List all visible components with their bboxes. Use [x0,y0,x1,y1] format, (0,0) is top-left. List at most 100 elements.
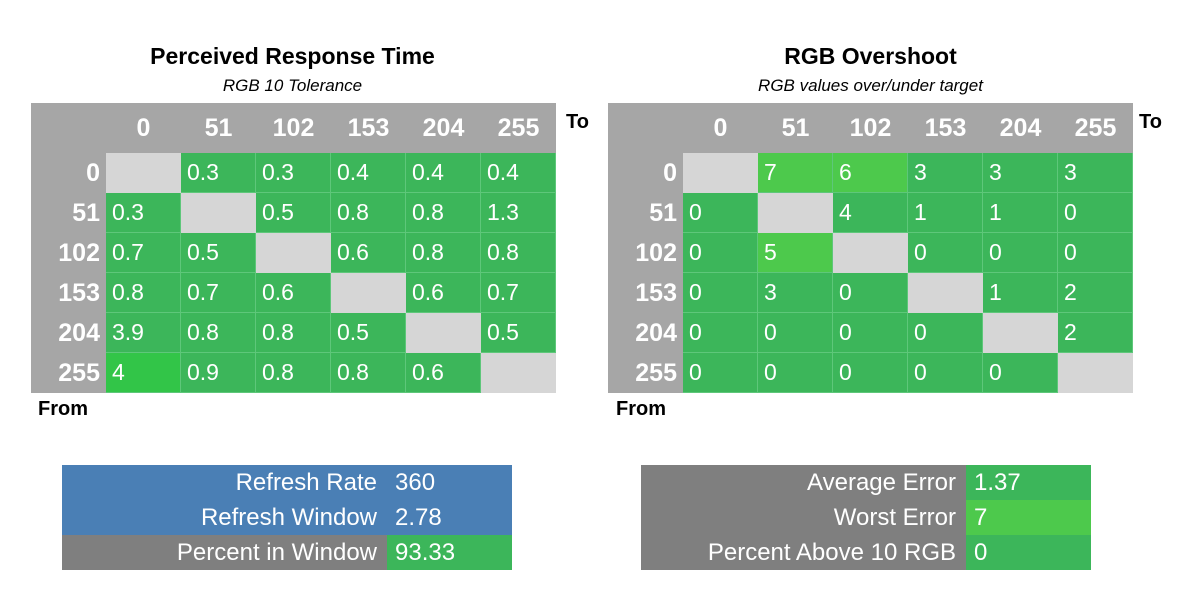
stat-value: 360 [387,465,512,500]
table-cell: 0 [683,353,758,393]
to-label: To [566,111,589,133]
overshoot-subtitle: RGB values over/under target [758,76,983,95]
row-header: 102 [608,233,683,273]
column-header: 0 [106,103,181,153]
diagonal-cell [683,153,758,193]
table-cell: 0.6 [256,273,331,313]
table-cell: 0.8 [331,353,406,393]
table-cell: 0 [908,313,983,353]
table-cell: 0.3 [181,153,256,193]
stat-label: Refresh Window [62,500,387,535]
table-cell: 0 [908,353,983,393]
row-header: 51 [608,193,683,233]
table-cell: 0 [833,353,908,393]
table-cell: 0.5 [256,193,331,233]
column-header: 102 [256,103,331,153]
table-cell: 1 [908,193,983,233]
column-header: 0 [683,103,758,153]
stat-label: Average Error [641,465,966,500]
table-cell: 6 [833,153,908,193]
table-cell: 0 [833,313,908,353]
table-cell: 0.8 [406,193,481,233]
overshoot-stats: Average Error 1.37 Worst Error 7 Percent Abo… [641,465,1091,570]
stat-label: Percent in Window [62,535,387,570]
table-cell: 0.5 [181,233,256,273]
table-cell: 3 [983,153,1058,193]
diagonal-cell [256,233,331,273]
to-label: To [1139,111,1162,133]
row-header: 255 [31,353,106,393]
table-cell: 0 [833,273,908,313]
diagonal-cell [758,193,833,233]
table-cell: 0.8 [106,273,181,313]
row-header: 204 [608,313,683,353]
table-cell: 1.3 [481,193,556,233]
table-cell: 7 [758,153,833,193]
diagonal-cell [833,233,908,273]
stat-value: 0 [966,535,1091,570]
table-cell: 0.3 [256,153,331,193]
row-header: 255 [608,353,683,393]
table-cell: 0 [758,313,833,353]
table-cell: 0.3 [106,193,181,233]
diagonal-cell [908,273,983,313]
response-time-stats: Refresh Rate 360 Refresh Window 2.78 Percent… [62,465,512,570]
table-cell: 0 [1058,193,1133,233]
column-header: 51 [758,103,833,153]
table-cell: 3 [1058,153,1133,193]
table-cell: 0.8 [481,233,556,273]
table-cell: 0.8 [331,193,406,233]
response-time-subtitle: RGB 10 Tolerance [222,76,363,95]
row-header: 153 [31,273,106,313]
from-label: From [38,398,88,420]
table-cell: 0.6 [406,273,481,313]
diagonal-cell [406,313,481,353]
table-cell: 2 [1058,273,1133,313]
diagonal-cell [106,153,181,193]
table-cell: 0.6 [331,233,406,273]
table-cell: 4 [106,353,181,393]
row-header: 204 [31,313,106,353]
stat-value: 1.37 [966,465,1091,500]
diagonal-cell [481,353,556,393]
row-header: 0 [608,153,683,193]
table-cell: 0.8 [181,313,256,353]
table-cell: 0.8 [406,233,481,273]
overshoot-table: 0 51 102 153 204 255 0 7 6 3 3 3 51 0 4 1 1 0 102 0 5 0 0 0 153 0… [608,103,1133,393]
column-header: 51 [181,103,256,153]
diagonal-cell [331,273,406,313]
table-cell: 0.5 [481,313,556,353]
table-cell: 0.4 [481,153,556,193]
table-cell: 0 [683,193,758,233]
table-cell: 3 [908,153,983,193]
header-corner [31,103,106,153]
row-header: 102 [31,233,106,273]
column-header: 255 [1058,103,1133,153]
column-header: 102 [833,103,908,153]
stat-label: Refresh Rate [62,465,387,500]
column-header: 204 [983,103,1058,153]
from-label: From [616,398,666,420]
table-cell: 4 [833,193,908,233]
stat-label: Percent Above 10 RGB [641,535,966,570]
table-cell: 5 [758,233,833,273]
column-header: 255 [481,103,556,153]
table-cell: 1 [983,273,1058,313]
diagonal-cell [983,313,1058,353]
diagonal-cell [181,193,256,233]
column-header: 153 [908,103,983,153]
header-corner [608,103,683,153]
overshoot-title: RGB Overshoot [784,43,957,69]
table-cell: 0.7 [481,273,556,313]
table-cell: 0 [908,233,983,273]
table-cell: 0 [983,353,1058,393]
table-cell: 0.6 [406,353,481,393]
table-cell: 0.4 [331,153,406,193]
table-cell: 0 [1058,233,1133,273]
row-header: 51 [31,193,106,233]
diagonal-cell [1058,353,1133,393]
table-cell: 0.4 [406,153,481,193]
stat-label: Worst Error [641,500,966,535]
table-cell: 0.8 [256,313,331,353]
table-cell: 0 [683,313,758,353]
